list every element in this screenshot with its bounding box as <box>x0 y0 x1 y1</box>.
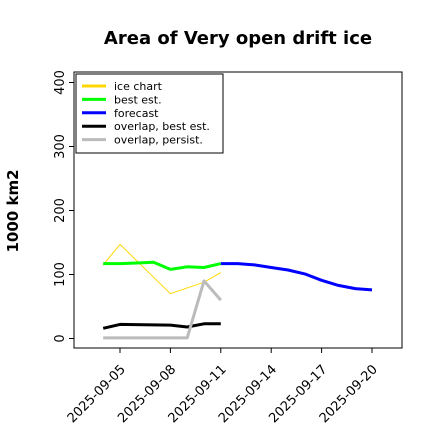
legend-label: overlap, best est. <box>114 120 210 133</box>
y-tick-label: 400 <box>53 70 68 95</box>
series-line-forecast <box>220 262 373 292</box>
y-tick-label: 100 <box>53 262 68 287</box>
series-line-best-est <box>103 260 222 271</box>
series-line-ice-chart <box>102 243 222 295</box>
y-tick-label: 300 <box>53 134 68 159</box>
series-line-overlap-best-est <box>102 322 221 330</box>
chart-title: Area of Very open drift ice <box>104 28 372 49</box>
legend-label: overlap, persist. <box>114 134 203 147</box>
legend-label: ice chart <box>114 80 163 93</box>
x-axis: 2025-09-052025-09-082025-09-112025-09-14… <box>65 348 381 426</box>
series-layer <box>102 243 373 340</box>
legend-label: forecast <box>114 107 159 120</box>
y-tick-label: 200 <box>53 198 68 223</box>
legend-label: best est. <box>114 93 162 106</box>
y-axis: 0 100 200 300 400 <box>53 70 74 343</box>
series-line-overlap-persist <box>103 279 222 340</box>
y-axis-label: 1000 km2 <box>4 169 22 252</box>
y-tick-label: 0 <box>53 334 68 342</box>
